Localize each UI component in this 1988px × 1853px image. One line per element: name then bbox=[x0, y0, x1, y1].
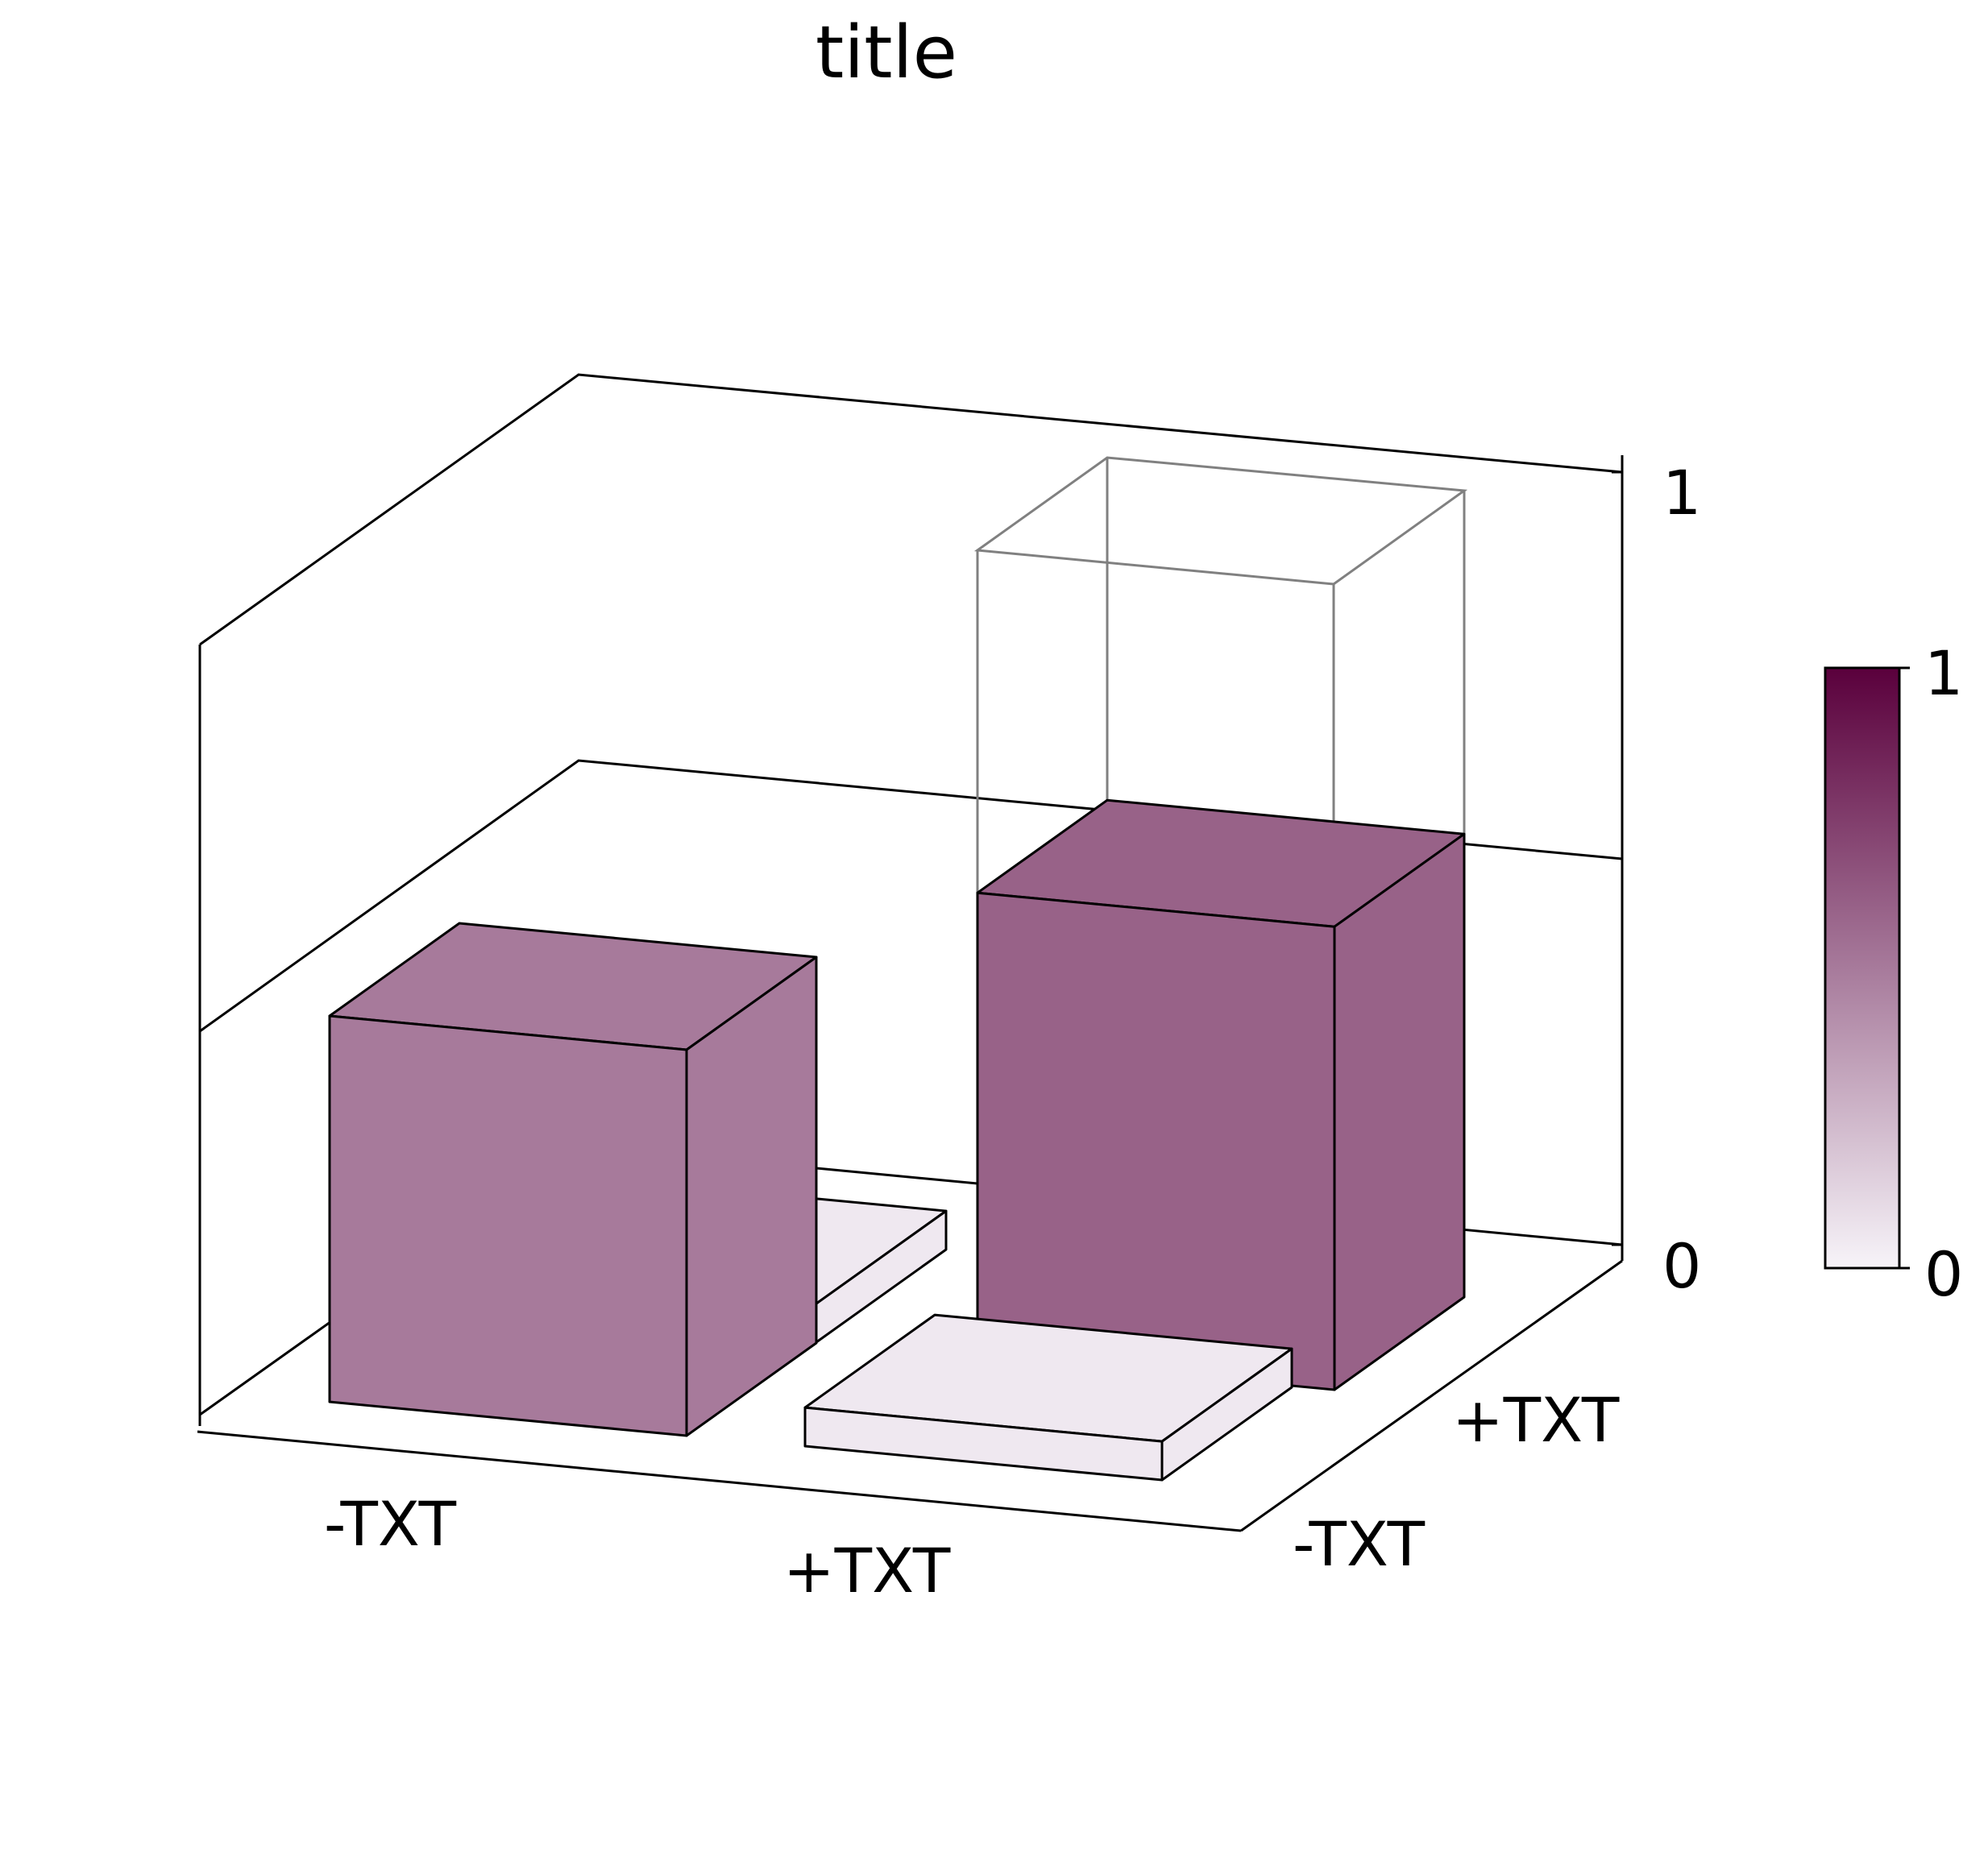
y-axis-line bbox=[1240, 1259, 1623, 1532]
colorbar-label-1: 1 bbox=[1924, 637, 1963, 709]
bar-minusTXT-minusTXT-side bbox=[685, 956, 818, 1437]
chart-title: title bbox=[816, 10, 957, 95]
z-tick-label-0: 0 bbox=[1662, 1230, 1701, 1302]
x-tick-label-0: -TXT bbox=[324, 1488, 457, 1560]
x-tick-label-1: +TXT bbox=[783, 1535, 951, 1606]
colorbar-label-0: 0 bbox=[1924, 1238, 1963, 1310]
back-plane-top-edge bbox=[199, 373, 1623, 646]
colorbar: 1 0 bbox=[1824, 637, 1963, 1310]
bars-group bbox=[328, 798, 1466, 1482]
bar-plusTXT-plusTXT-front bbox=[976, 891, 1336, 1391]
bar-plusTXT-minusTXT-side bbox=[1160, 1347, 1293, 1482]
y-tick-label-1: +TXT bbox=[1452, 1384, 1620, 1456]
colorbar-gradient bbox=[1824, 666, 1901, 1270]
x-axis-line bbox=[197, 1430, 1242, 1532]
bar-plusTXT-plusTXT-side bbox=[1333, 832, 1466, 1391]
z-tick-label-1: 1 bbox=[1662, 457, 1701, 529]
y-tick-label-0: -TXT bbox=[1293, 1508, 1426, 1580]
bar-minusTXT-minusTXT-front bbox=[328, 1014, 688, 1437]
